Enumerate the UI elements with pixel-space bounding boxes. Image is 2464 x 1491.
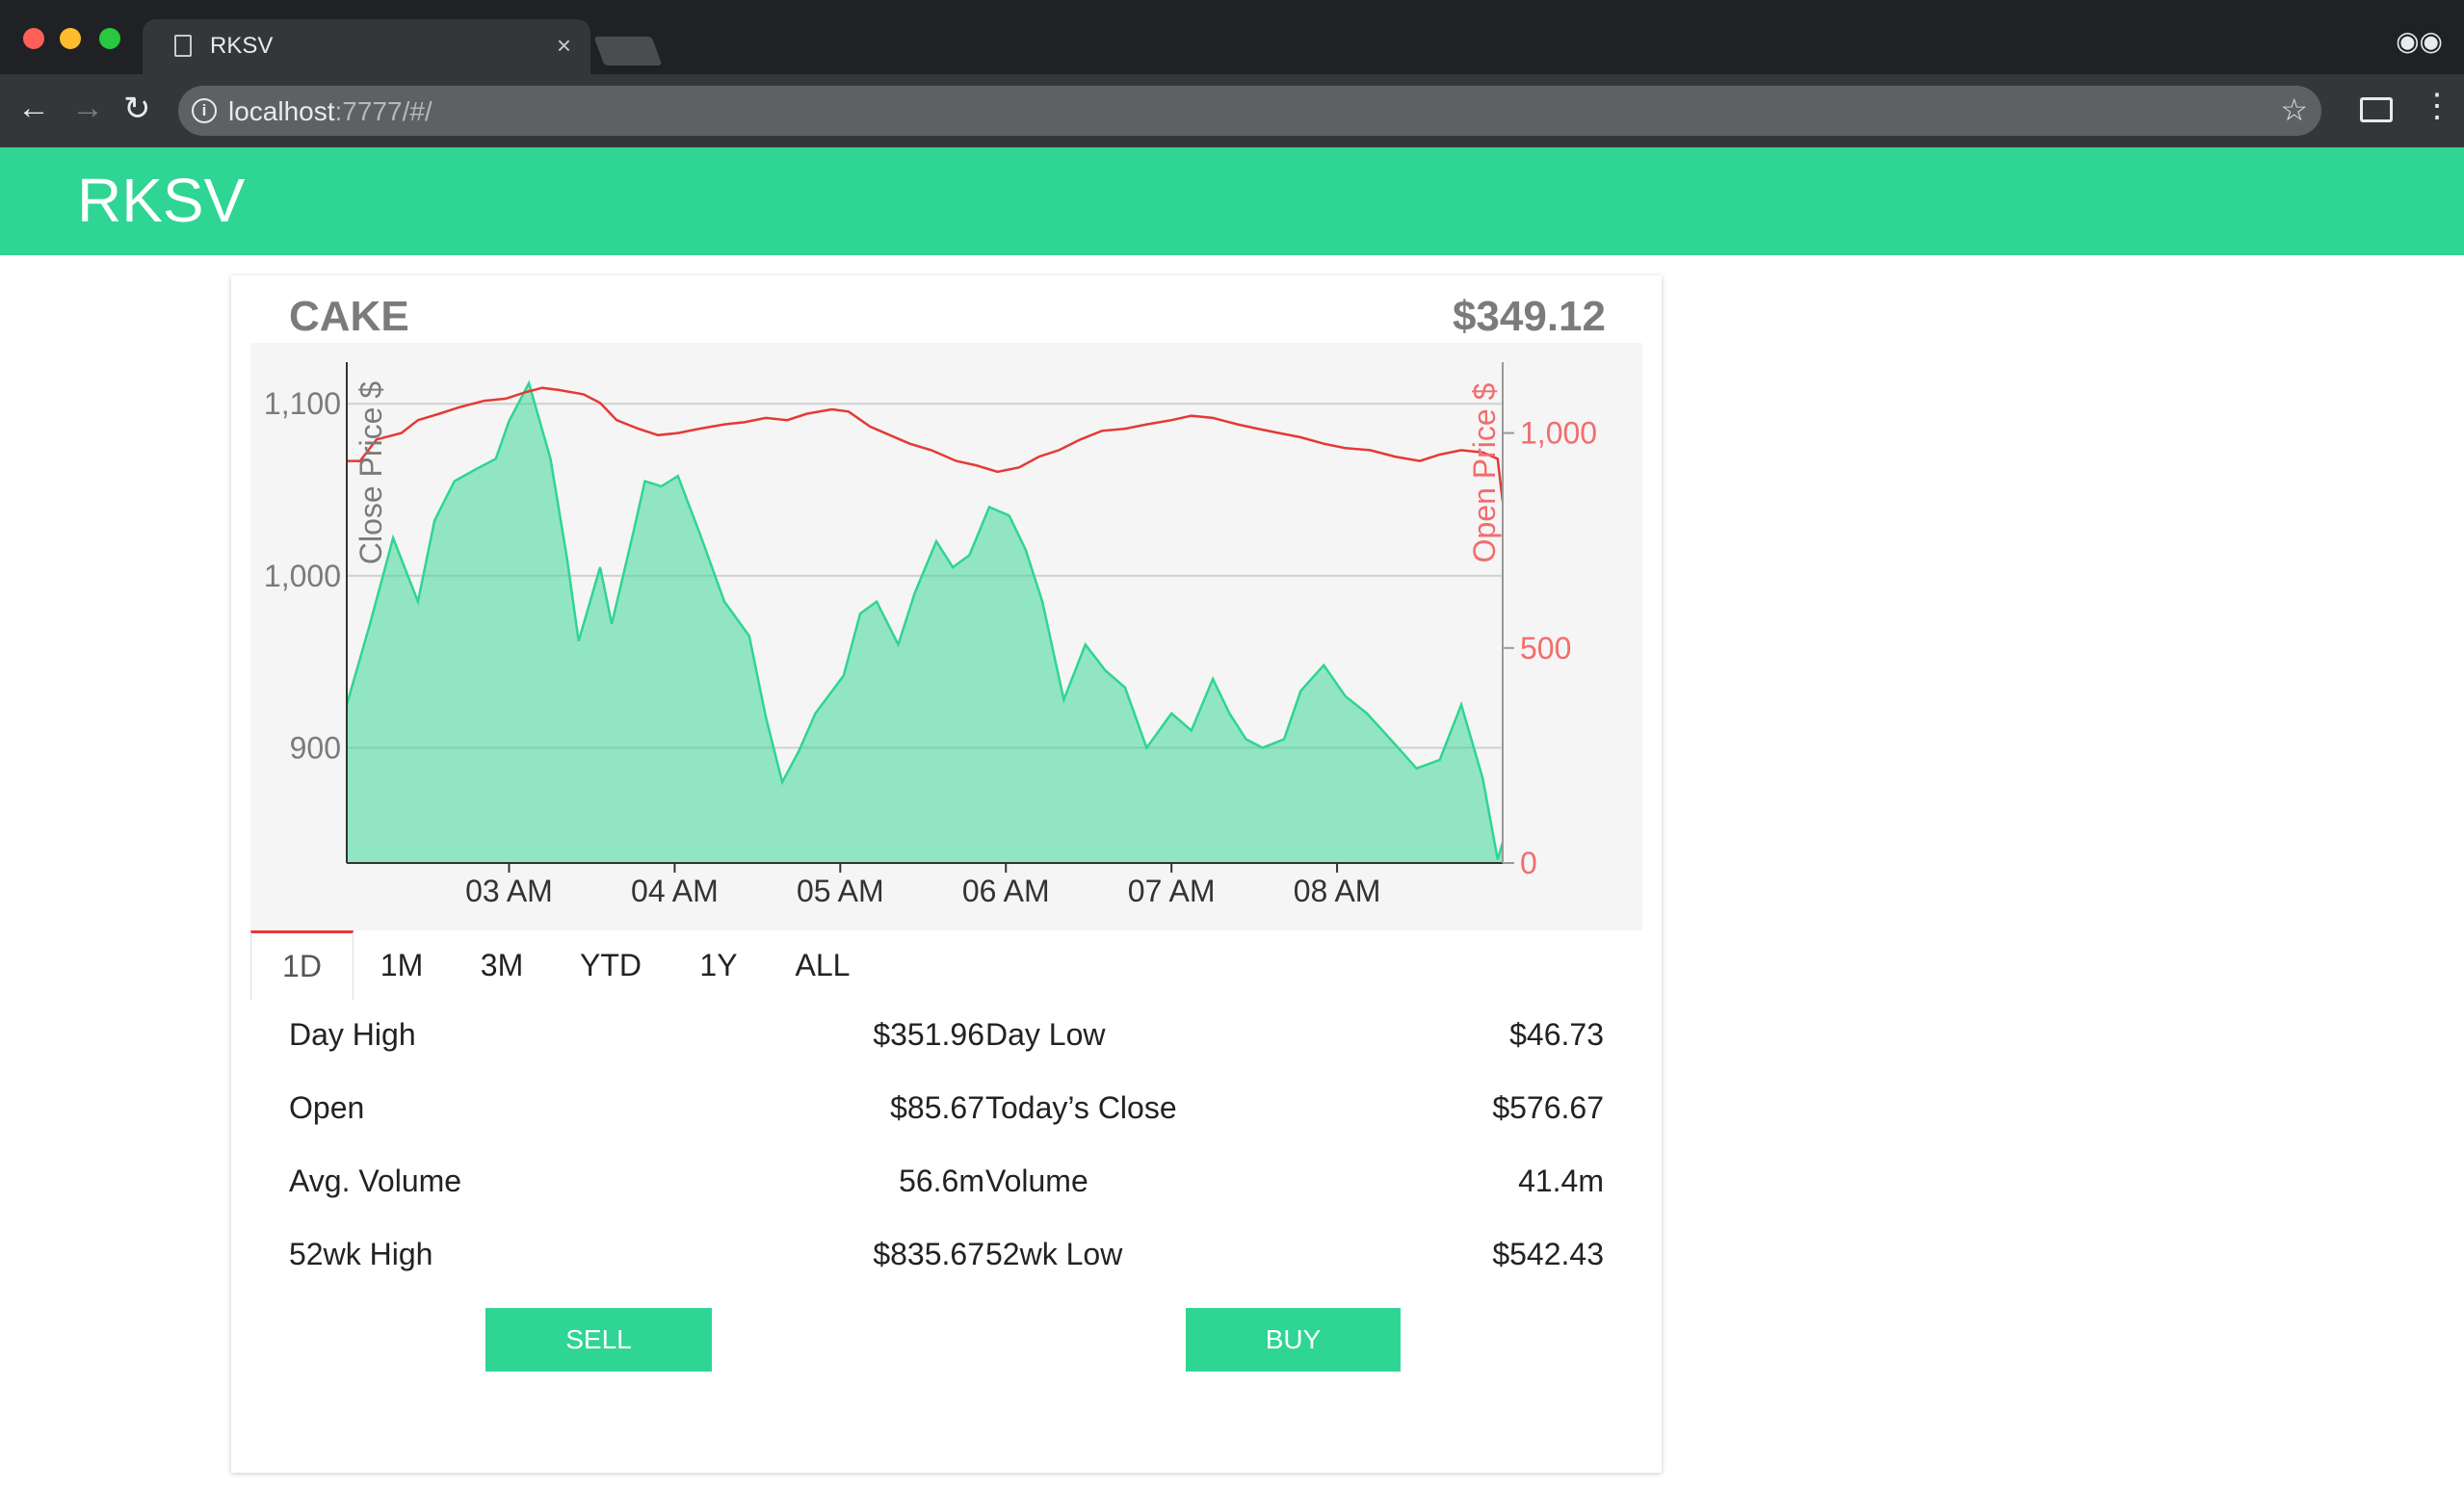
- stock-price: $349.12: [1452, 293, 1606, 340]
- address-bar[interactable]: i localhost:7777/#/ ☆: [178, 86, 2321, 136]
- y-right-tick-label: 1,000: [1520, 416, 1597, 451]
- app-header: RKSV: [0, 147, 2464, 255]
- x-tick-label: 07 AM: [1128, 874, 1216, 908]
- x-tick-label: 03 AM: [465, 874, 553, 908]
- url-path: :7777/#/: [334, 96, 433, 126]
- browser-tab[interactable]: RKSV ×: [143, 19, 590, 74]
- y-right-axis-title: Open Price $: [1467, 382, 1502, 562]
- tab-1y[interactable]: 1Y: [699, 947, 738, 982]
- stat-value: $85.67: [890, 1090, 984, 1125]
- stat-label: Volume: [985, 1164, 1088, 1198]
- range-tabs: 1D 1M 3M YTD 1Y ALL: [250, 930, 876, 1000]
- stat-value: $576.67: [1492, 1090, 1604, 1125]
- stat-value: $46.73: [1509, 1017, 1604, 1052]
- browser-titlebar: RKSV × ◉◉: [0, 0, 2464, 74]
- y-right-tick-label: 0: [1520, 846, 1537, 880]
- stat-value: $835.67: [873, 1237, 984, 1271]
- new-tab-button[interactable]: [593, 37, 663, 65]
- y-left-tick-label: 1,100: [264, 386, 341, 421]
- stat-value: $542.43: [1492, 1237, 1604, 1271]
- minimize-window-button[interactable]: [60, 28, 81, 49]
- app-title: RKSV: [77, 166, 246, 235]
- maximize-window-button[interactable]: [99, 28, 120, 49]
- open-price-line: [347, 386, 1505, 503]
- tab-1m[interactable]: 1M: [380, 947, 424, 982]
- x-tick-label: 06 AM: [962, 874, 1050, 908]
- stock-card: CAKE $349.12 1,100 1,000 900 1,000 500 0 03 AM…: [231, 275, 1662, 1473]
- y-right-tick-label: 500: [1520, 631, 1571, 666]
- tab-all[interactable]: ALL: [795, 947, 851, 982]
- buy-button[interactable]: BUY: [1186, 1308, 1401, 1372]
- stat-label: Day Low: [985, 1017, 1106, 1052]
- stat-value: 56.6m: [899, 1164, 984, 1198]
- y-left-tick-label: 1,000: [264, 559, 341, 593]
- y-left-tick-label: 900: [290, 730, 341, 765]
- tab-title: RKSV: [210, 33, 274, 59]
- menu-icon[interactable]: ⋮: [2421, 88, 2453, 124]
- reload-icon[interactable]: ↻: [123, 91, 151, 127]
- x-tick-label: 05 AM: [797, 874, 884, 908]
- chart-svg: 1,100 1,000 900 1,000 500 0 03 AM 04 AM 05 AM 06 …: [264, 362, 1597, 908]
- y-left-axis-title: Close Price $: [354, 381, 388, 565]
- stat-label: Today’s Close: [985, 1090, 1177, 1125]
- close-price-area: [347, 382, 1503, 863]
- page-icon: [174, 35, 192, 57]
- sell-button[interactable]: SELL: [485, 1308, 712, 1372]
- tab-1d[interactable]: 1D: [250, 930, 354, 1000]
- browser-toolbar: ← → ↻ i localhost:7777/#/ ☆ ⋮: [0, 74, 2464, 147]
- price-chart: 1,100 1,000 900 1,000 500 0 03 AM 04 AM 05 AM 06 …: [250, 343, 1642, 930]
- x-tick-label: 08 AM: [1294, 874, 1381, 908]
- url-text[interactable]: localhost:7777/#/: [228, 96, 433, 127]
- tab-3m[interactable]: 3M: [480, 947, 524, 982]
- cast-icon[interactable]: [2360, 97, 2393, 122]
- incognito-icon: ◉◉: [2396, 26, 2443, 56]
- tab-close-icon[interactable]: ×: [556, 31, 571, 60]
- back-arrow-icon[interactable]: ←: [17, 90, 50, 126]
- star-icon[interactable]: ☆: [2280, 92, 2308, 127]
- stat-label: Day High: [289, 1017, 416, 1052]
- stat-label: Avg. Volume: [289, 1164, 462, 1198]
- stat-value: 41.4m: [1518, 1164, 1604, 1198]
- url-host: localhost: [228, 96, 335, 126]
- info-icon[interactable]: i: [192, 98, 217, 123]
- stat-value: $351.96: [873, 1017, 984, 1052]
- stat-label: 52wk High: [289, 1237, 433, 1271]
- stat-label: Open: [289, 1090, 365, 1125]
- x-tick-label: 04 AM: [631, 874, 719, 908]
- stat-label: 52wk Low: [985, 1237, 1123, 1271]
- stock-ticker: CAKE: [289, 293, 409, 340]
- tab-ytd[interactable]: YTD: [580, 947, 642, 982]
- close-window-button[interactable]: [23, 28, 44, 49]
- forward-arrow-icon[interactable]: →: [71, 90, 104, 126]
- close-price-line: [345, 379, 1505, 860]
